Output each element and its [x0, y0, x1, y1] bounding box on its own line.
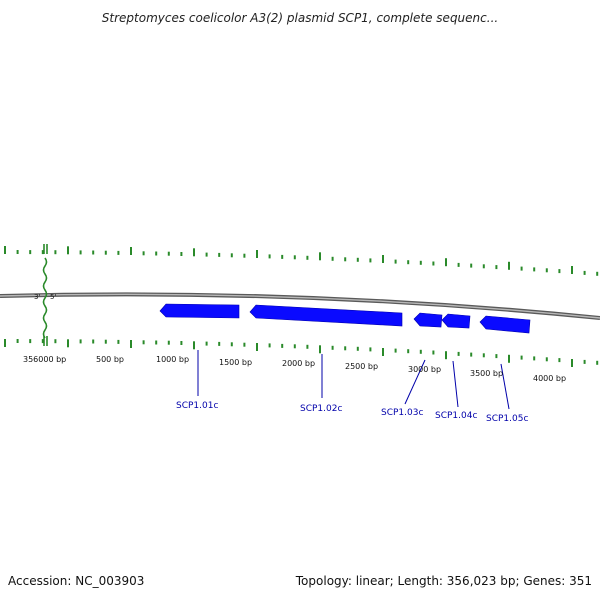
gene-label-scp1-05c[interactable]: SCP1.05c: [486, 414, 528, 424]
gene-arrow-scp1-04c[interactable]: [441, 313, 471, 329]
scale-label-500: 500 bp: [96, 355, 124, 364]
three-prime-label: 3': [34, 293, 40, 301]
map-title: Streptomyces coelicolor A3(2) plasmid SC…: [102, 11, 498, 25]
origin-break-marker: 3' 5': [34, 244, 56, 346]
scale-label-2000: 2000 bp: [282, 359, 315, 368]
accession-text: Accession: NC_003903: [8, 574, 144, 588]
gene-arrow-scp1-01c[interactable]: [159, 303, 240, 319]
dna-backbone-highlight: [0, 293, 600, 319]
scale-label-2500: 2500 bp: [345, 362, 378, 371]
gene-features: [159, 303, 531, 334]
gene-arrow-scp1-05c[interactable]: [479, 315, 531, 334]
scale-label-356000: 356000 bp: [23, 355, 66, 364]
outer-tick-ring: [4, 246, 599, 276]
scale-labels: 356000 bp 500 bp 1000 bp 1500 bp 2000 bp…: [23, 355, 566, 383]
gene-arrow-scp1-03c[interactable]: [413, 312, 443, 328]
scale-label-1500: 1500 bp: [219, 358, 252, 367]
gene-label-scp1-01c[interactable]: SCP1.01c: [176, 401, 218, 411]
scale-label-3500: 3500 bp: [470, 369, 503, 378]
scale-label-3000: 3000 bp: [408, 365, 441, 374]
gene-label-leaders: [197, 350, 510, 410]
five-prime-label: 5': [50, 293, 56, 301]
gene-label-scp1-02c[interactable]: SCP1.02c: [300, 404, 342, 414]
inner-tick-ring: [4, 339, 599, 367]
gene-labels: SCP1.01c SCP1.02c SCP1.03c SCP1.04c SCP1…: [176, 401, 528, 424]
gene-label-scp1-04c[interactable]: SCP1.04c: [435, 411, 477, 421]
gene-label-scp1-03c[interactable]: SCP1.03c: [381, 408, 423, 418]
scale-label-1000: 1000 bp: [156, 355, 189, 364]
scale-label-4000: 4000 bp: [533, 374, 566, 383]
topology-summary: Topology: linear; Length: 356,023 bp; Ge…: [295, 574, 592, 588]
gene-arrow-scp1-02c[interactable]: [249, 304, 403, 327]
